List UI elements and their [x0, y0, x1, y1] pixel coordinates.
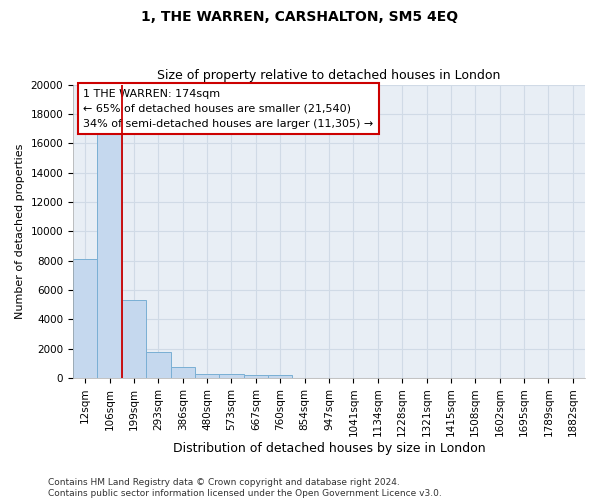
- Bar: [244, 375, 268, 378]
- Bar: [220, 374, 244, 378]
- Bar: [122, 300, 146, 378]
- Bar: [268, 376, 292, 378]
- Text: 1, THE WARREN, CARSHALTON, SM5 4EQ: 1, THE WARREN, CARSHALTON, SM5 4EQ: [142, 10, 458, 24]
- Bar: [146, 352, 170, 378]
- Y-axis label: Number of detached properties: Number of detached properties: [15, 144, 25, 319]
- Title: Size of property relative to detached houses in London: Size of property relative to detached ho…: [157, 69, 501, 82]
- Bar: [97, 134, 122, 378]
- Text: Contains HM Land Registry data © Crown copyright and database right 2024.
Contai: Contains HM Land Registry data © Crown c…: [48, 478, 442, 498]
- Bar: [73, 259, 97, 378]
- X-axis label: Distribution of detached houses by size in London: Distribution of detached houses by size …: [173, 442, 485, 455]
- Bar: [170, 367, 195, 378]
- Text: 1 THE WARREN: 174sqm
← 65% of detached houses are smaller (21,540)
34% of semi-d: 1 THE WARREN: 174sqm ← 65% of detached h…: [83, 89, 374, 128]
- Bar: [195, 374, 220, 378]
